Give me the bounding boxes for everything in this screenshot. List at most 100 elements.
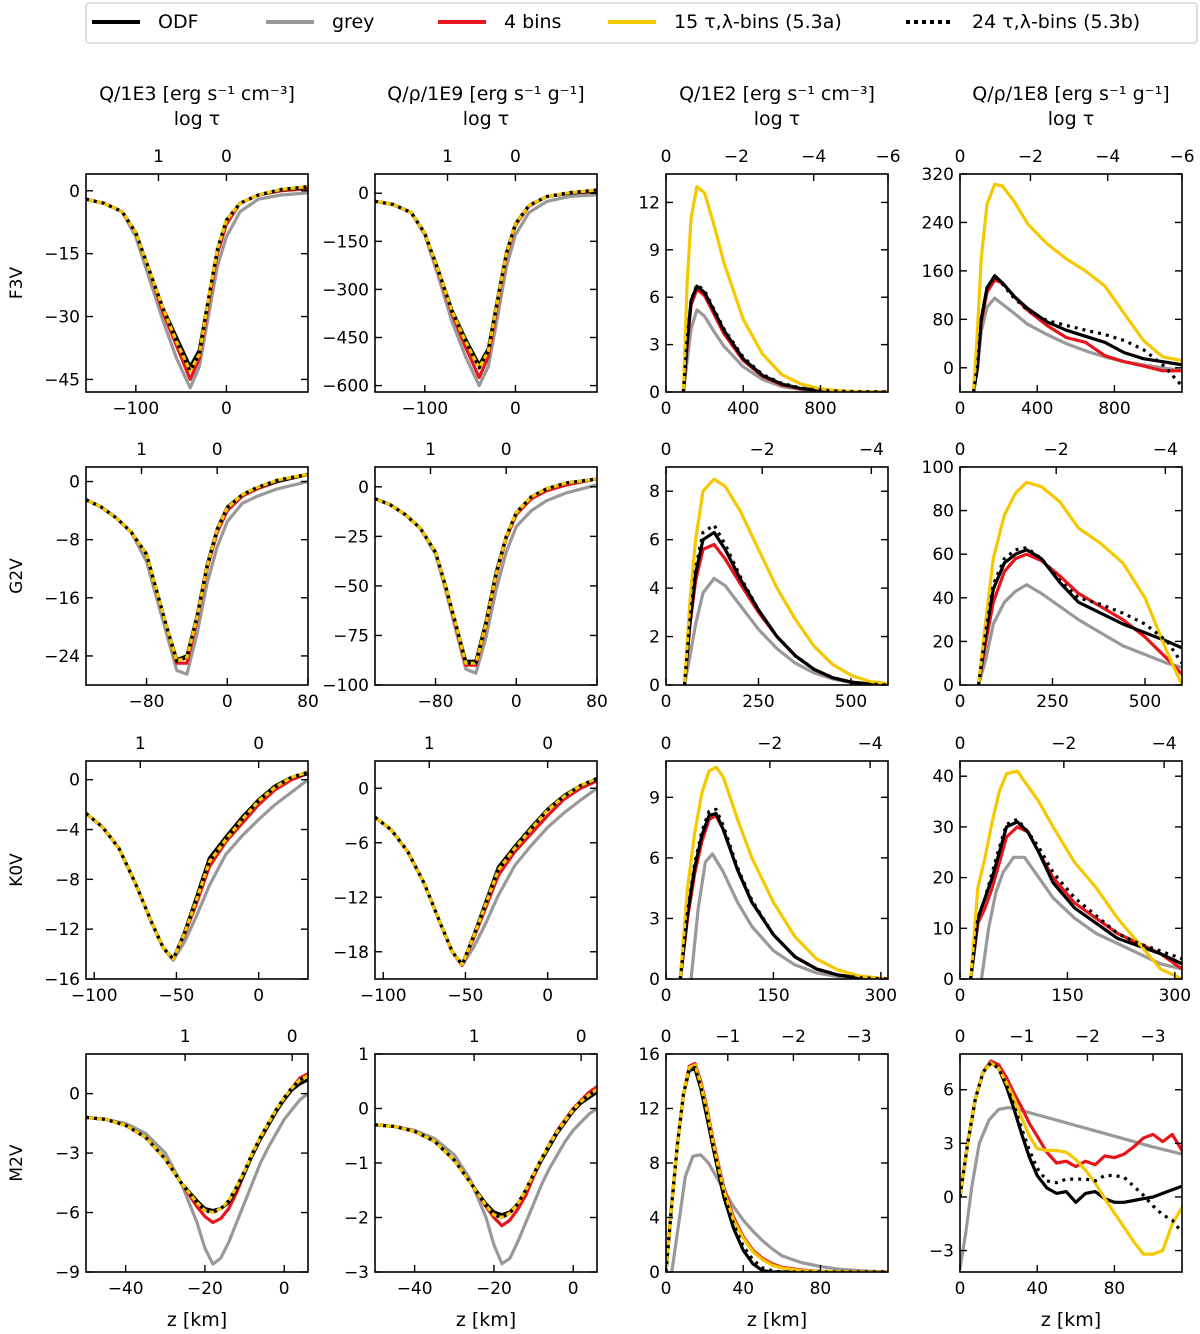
y-tick-label: −3 (929, 1242, 954, 1262)
series-line (971, 182, 1182, 392)
series-line (681, 185, 888, 392)
series-line (86, 1074, 308, 1215)
top-tick-label: −4 (858, 734, 883, 754)
y-tick-label: 30 (932, 818, 954, 838)
top-tick-label: 1 (424, 734, 435, 754)
panel-G2V-2: 0 −25 −50 −75 −100 −80 0 80 1 0 (322, 440, 608, 712)
y-tick-label: 0 (943, 676, 954, 696)
x-tick-label: 0 (511, 692, 522, 712)
top-tick-label: 0 (661, 440, 672, 460)
x-tick-label: 500 (1129, 692, 1161, 712)
panel-frame (959, 173, 1183, 393)
panel-M2V-2: 1 0 −1 −2 −3 −40 −20 0 1 0 (344, 1027, 598, 1299)
panel-K0V-3: 0 3 6 9 0 150 300 0 −2 −4 (649, 734, 897, 1006)
top-tick-label: 0 (501, 440, 512, 460)
top-tick-label: −4 (1152, 734, 1177, 754)
x-tick-label: 150 (1051, 986, 1083, 1006)
top-tick-label: 0 (510, 147, 521, 167)
y-tick-label: 10 (932, 919, 954, 939)
column-subtitle: log τ (754, 108, 800, 130)
y-tick-label: −24 (44, 647, 80, 667)
series-line (681, 308, 888, 392)
x-tick-label: −50 (447, 986, 483, 1006)
y-tick-label: −6 (55, 1204, 80, 1224)
panel-frame (85, 760, 309, 980)
top-tick-label: 0 (955, 734, 966, 754)
series-line (682, 523, 888, 685)
series-line (86, 770, 308, 961)
series-group (375, 776, 597, 968)
x-tick-label: 800 (1098, 399, 1130, 419)
series-group (681, 185, 888, 392)
series-line (375, 779, 597, 968)
y-tick-label: 3 (649, 336, 660, 356)
x-tick-label: 0 (661, 692, 672, 712)
top-tick-label: 0 (955, 1027, 966, 1047)
series-line (375, 189, 597, 367)
y-tick-label: 0 (69, 1085, 80, 1105)
series-line (86, 185, 308, 373)
series-group (86, 1072, 308, 1266)
x-tick-label: 250 (1036, 692, 1068, 712)
series-group (86, 185, 308, 390)
x-tick-label: −80 (129, 692, 165, 712)
y-tick-label: 20 (932, 869, 954, 889)
top-tick-label: 0 (576, 1027, 587, 1047)
x-axis-label: z [km] (167, 1309, 227, 1331)
series-line (666, 1067, 888, 1272)
x-axis-label: z [km] (1041, 1309, 1101, 1331)
panel-frame (85, 173, 309, 393)
series-group (375, 1085, 597, 1266)
y-tick-label: 4 (649, 579, 660, 599)
x-tick-label: −100 (401, 399, 448, 419)
top-tick-label: 1 (135, 734, 146, 754)
series-line (86, 1074, 308, 1215)
top-tick-label: 0 (221, 147, 232, 167)
series-line (682, 477, 888, 685)
y-tick-label: −30 (44, 308, 80, 328)
y-tick-label: −3 (55, 1144, 80, 1164)
top-tick-label: −1 (715, 1027, 740, 1047)
panel-frame (374, 466, 598, 686)
series-line (960, 1061, 1182, 1256)
x-tick-label: −20 (476, 1279, 512, 1299)
series-line (375, 777, 597, 967)
y-tick-label: 320 (922, 165, 954, 185)
top-tick-label: −6 (1169, 147, 1194, 167)
y-tick-label: −25 (333, 527, 369, 547)
x-tick-label: 150 (757, 986, 789, 1006)
series-line (86, 771, 308, 961)
top-tick-label: −2 (1051, 734, 1076, 754)
top-tick-label: −2 (1018, 147, 1043, 167)
x-tick-label: 500 (835, 692, 867, 712)
y-tick-label: 0 (358, 184, 369, 204)
series-group (86, 770, 308, 962)
top-tick-label: 1 (180, 1027, 191, 1047)
series-line (86, 472, 308, 663)
top-tick-label: 1 (153, 147, 164, 167)
series-line (682, 530, 888, 685)
series-group (969, 769, 1182, 979)
row-label: K0V (7, 853, 27, 887)
series-line (666, 1063, 888, 1272)
x-tick-label: −100 (71, 986, 118, 1006)
x-tick-label: 40 (732, 1279, 754, 1299)
series-line (666, 1061, 888, 1272)
panel-frame (85, 466, 309, 686)
y-tick-label: 40 (932, 767, 954, 787)
y-tick-label: 9 (649, 241, 660, 261)
legend: ODF grey 4 bins 15 τ,λ-bins (5.3a) 24 τ,λ-bi… (85, 2, 1198, 44)
y-tick-label: 0 (358, 478, 369, 498)
row-label: F3V (7, 267, 27, 300)
series-line (666, 1065, 888, 1272)
series-line (678, 765, 888, 979)
y-tick-label: −600 (322, 377, 369, 397)
series-line (375, 188, 597, 370)
series-line (86, 778, 308, 962)
y-tick-label: 0 (943, 1188, 954, 1208)
y-tick-label: 0 (649, 383, 660, 403)
y-tick-label: −15 (44, 245, 80, 265)
